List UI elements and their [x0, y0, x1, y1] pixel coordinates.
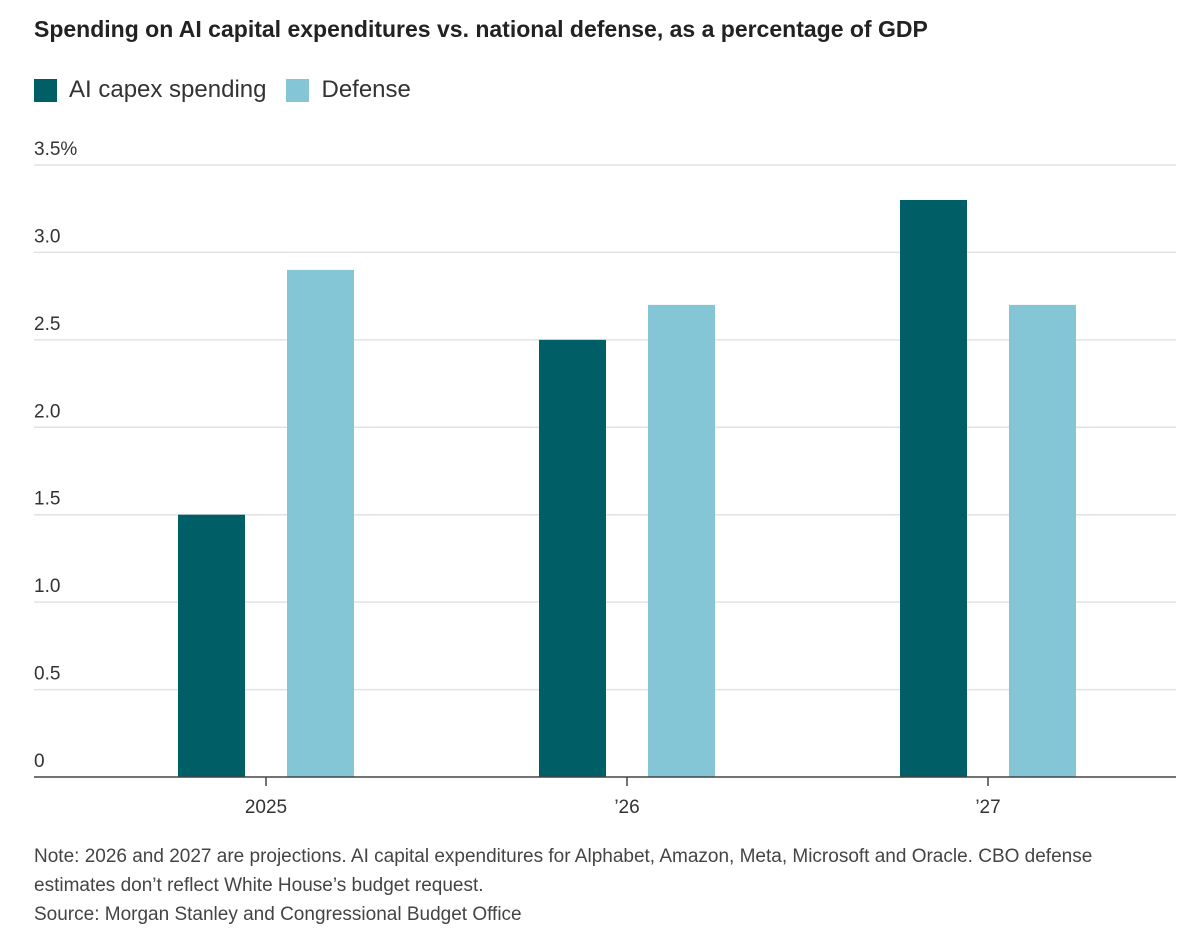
legend-item-defense: Defense	[286, 76, 411, 104]
bar-defense-1	[648, 304, 715, 777]
y-tick-label: 3.0	[34, 226, 60, 247]
x-tick-label: ’26	[614, 797, 639, 818]
bar-defense-2	[1009, 304, 1076, 777]
y-tick-label: 0	[34, 751, 45, 772]
legend-swatch-ai-capex	[34, 78, 57, 102]
legend-label-ai-capex: AI capex spending	[69, 76, 267, 103]
y-tick-label: 1.0	[34, 576, 60, 597]
x-tick-label: ’27	[975, 797, 1000, 818]
legend-label-defense: Defense	[321, 76, 411, 103]
y-tick-label: 3.5%	[34, 139, 77, 160]
legend-item-ai-capex: AI capex spending	[34, 76, 266, 104]
legend-swatch-defense	[286, 78, 310, 102]
y-tick-label: 2.5	[34, 314, 60, 335]
bar-ai-capex-2	[900, 199, 967, 777]
chart-source: Source: Morgan Stanley and Congressional…	[34, 904, 522, 925]
x-tick-label: 2025	[245, 797, 287, 818]
y-tick-label: 0.5	[34, 664, 60, 685]
bar-ai-capex-0	[178, 514, 245, 777]
chart-title: Spending on AI capital expenditures vs. …	[34, 16, 928, 42]
chart-legend: AI capex spending Defense	[34, 76, 431, 104]
bar-ai-capex-1	[539, 339, 606, 777]
y-tick-label: 1.5	[34, 489, 60, 510]
bar-defense-0	[287, 269, 354, 777]
y-tick-label: 2.0	[34, 401, 60, 422]
chart-note: Note: 2026 and 2027 are projections. AI …	[34, 846, 1093, 896]
chart-notes: Note: 2026 and 2027 are projections. AI …	[34, 842, 1154, 929]
